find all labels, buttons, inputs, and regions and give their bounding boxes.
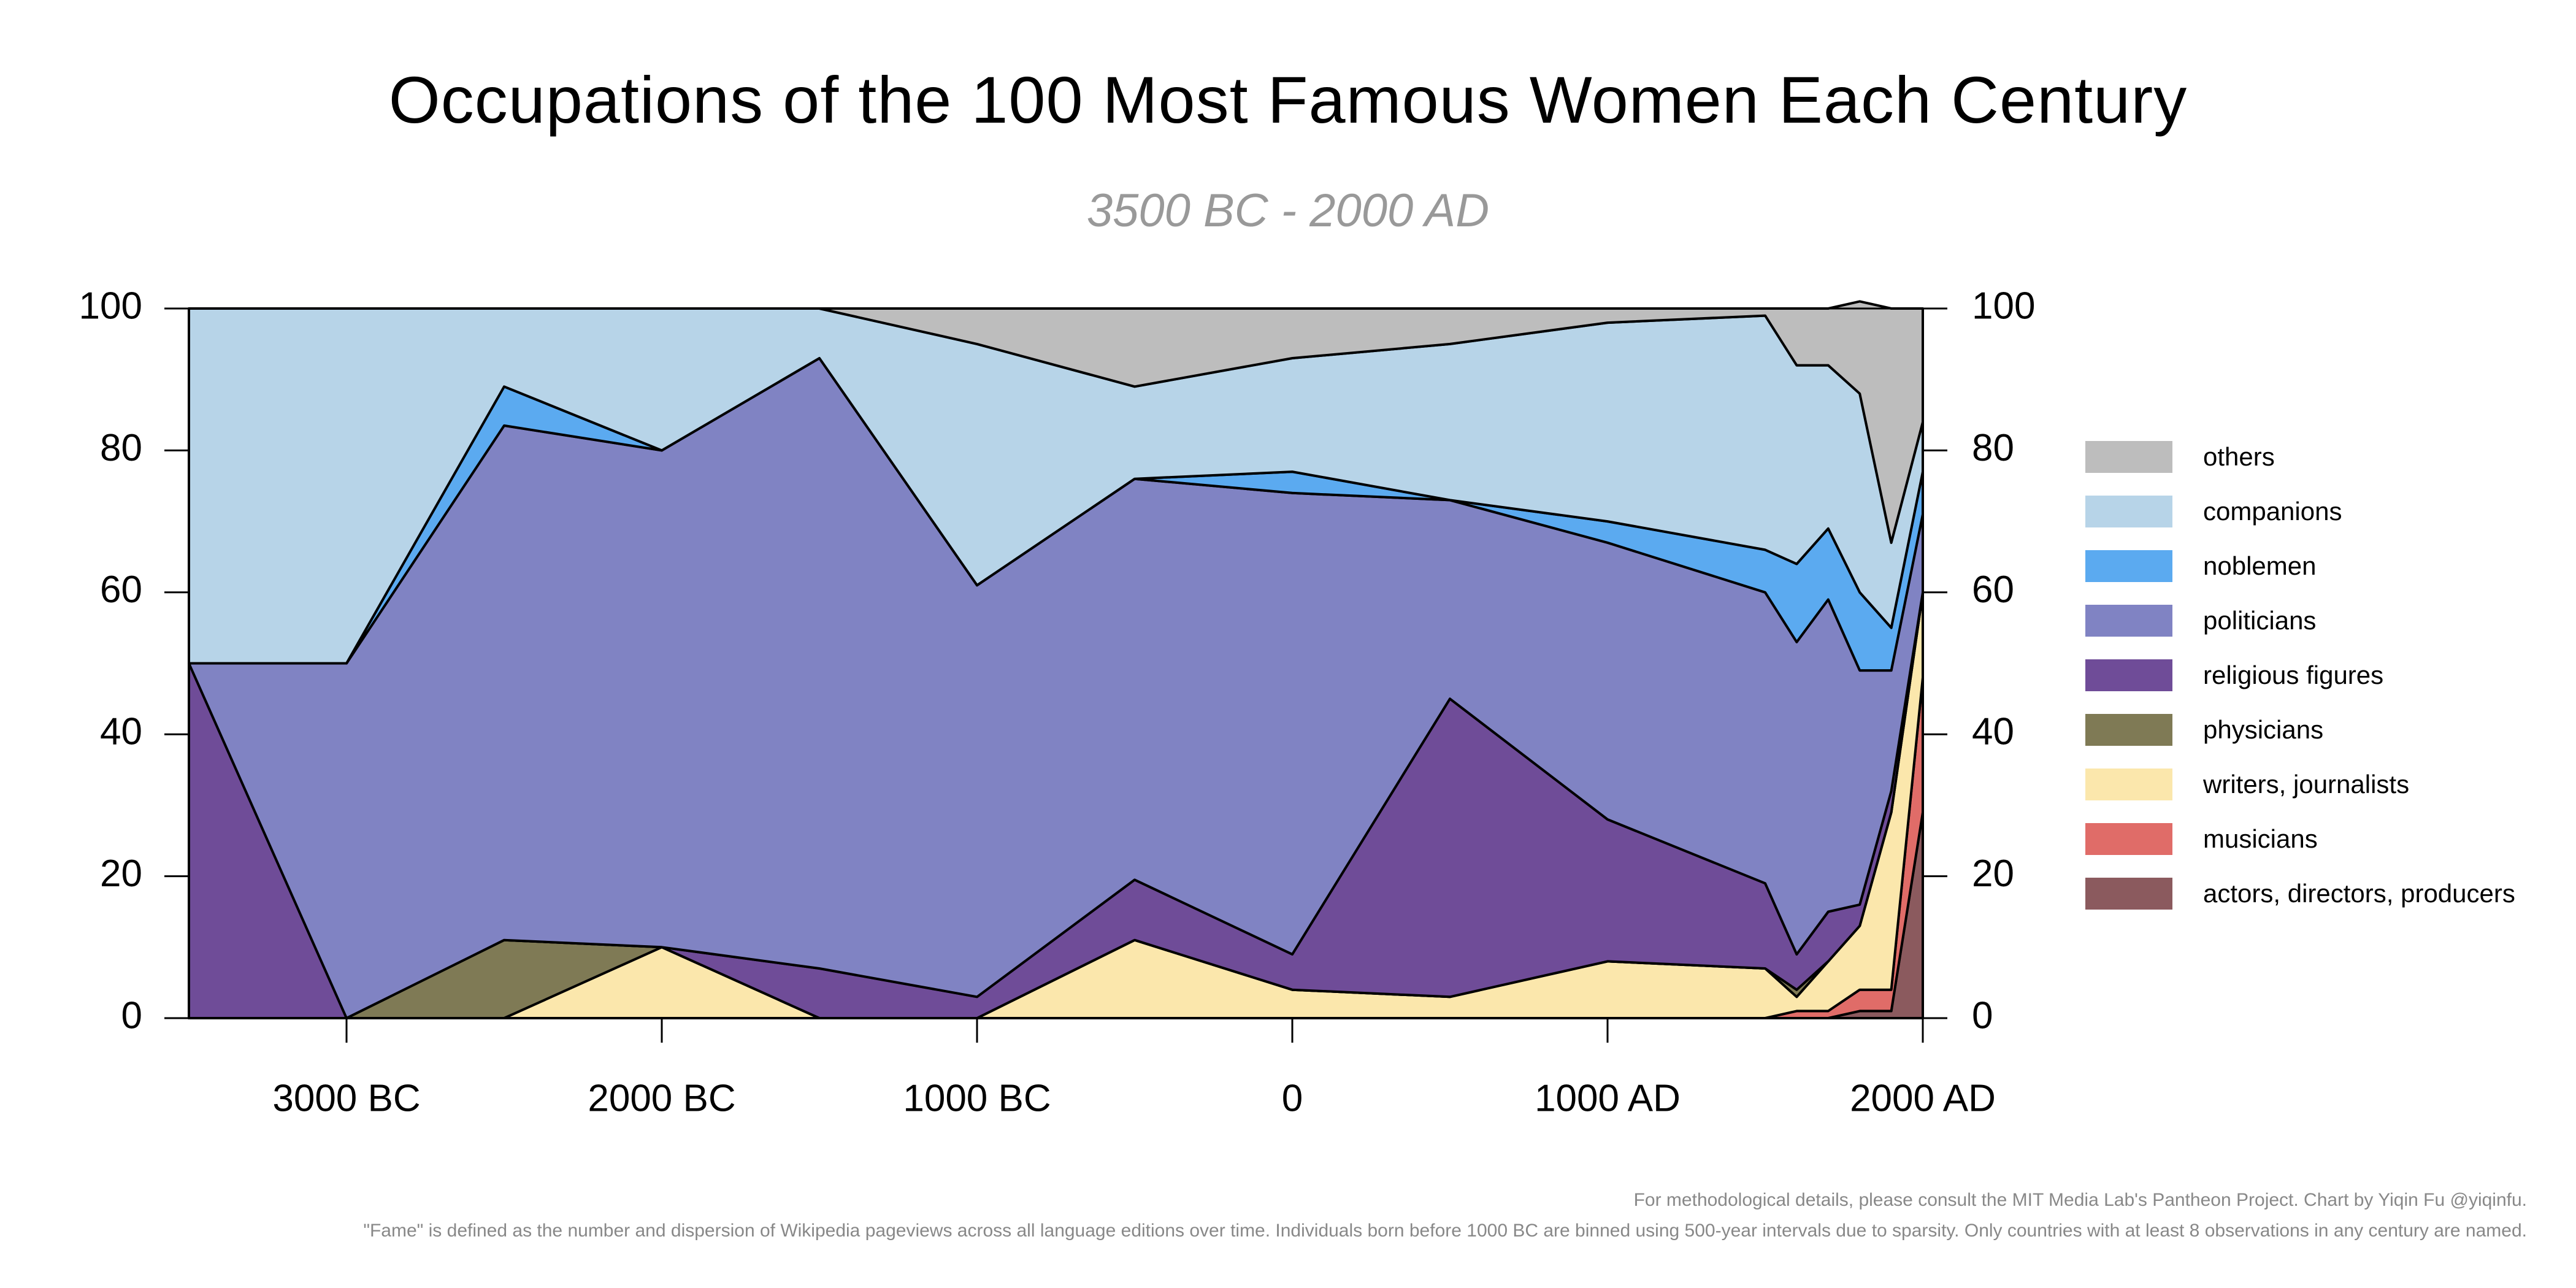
chart-subtitle: 3500 BC - 2000 AD xyxy=(1086,185,1490,237)
footnote-fame-definition: "Fame" is defined as the number and disp… xyxy=(363,1221,2527,1241)
x-tick-label: 2000 BC xyxy=(588,1077,735,1119)
y-tick-label-right: 80 xyxy=(1972,427,2014,469)
legend-swatch xyxy=(2085,659,2172,691)
y-tick-label-right: 100 xyxy=(1972,285,2035,327)
x-tick-label: 0 xyxy=(1282,1077,1303,1119)
legend-label: companions xyxy=(2203,496,2342,526)
legend-label: actors, directors, producers xyxy=(2203,878,2515,908)
legend-item-actors-directors-producers: actors, directors, producers xyxy=(2085,866,2515,921)
legend-swatch xyxy=(2085,604,2172,637)
legend-label: musicians xyxy=(2203,824,2318,853)
legend-label: politicians xyxy=(2203,605,2317,635)
legend-item-noblemen: noblemen xyxy=(2085,539,2515,593)
y-tick-label-left: 60 xyxy=(100,569,142,611)
legend-swatch xyxy=(2085,877,2172,910)
x-tick-label: 1000 AD xyxy=(1535,1077,1681,1119)
area-layers xyxy=(188,300,1924,1019)
x-tick-label: 3000 BC xyxy=(272,1077,420,1119)
legend-label: physicians xyxy=(2203,715,2324,744)
legend-swatch xyxy=(2085,713,2172,746)
legend-swatch xyxy=(2085,768,2172,800)
legend-label: religious figures xyxy=(2203,660,2384,689)
y-tick-label-left: 20 xyxy=(100,853,142,895)
y-tick-label-left: 100 xyxy=(79,285,142,327)
legend-swatch xyxy=(2085,550,2172,582)
legend-swatch xyxy=(2085,440,2172,473)
legend-label: noblemen xyxy=(2203,551,2317,580)
legend-item-musicians: musicians xyxy=(2085,811,2515,866)
y-tick-label-right: 60 xyxy=(1972,569,2014,611)
legend-label: others xyxy=(2203,442,2275,471)
legend-item-physicians: physicians xyxy=(2085,702,2515,757)
legend-item-politicians: politicians xyxy=(2085,593,2515,648)
y-tick-label-right: 0 xyxy=(1972,994,1993,1037)
legend: others companions noblemen politicians relig… xyxy=(2085,429,2515,921)
legend-item-companions: companions xyxy=(2085,484,2515,539)
legend-label: writers, journalists xyxy=(2203,769,2410,799)
x-tick-label: 2000 AD xyxy=(1850,1077,1996,1119)
legend-item-others: others xyxy=(2085,429,2515,484)
chart-title: Occupations of the 100 Most Famous Women… xyxy=(388,63,2188,137)
legend-item-religious-figures: religious figures xyxy=(2085,648,2515,702)
axes: 0 0 20 20 40 40 60 60 80 80 100 100 3000 BC 2000 BC 10… xyxy=(79,285,2036,1119)
legend-swatch xyxy=(2085,822,2172,855)
y-tick-label-left: 0 xyxy=(121,994,142,1037)
y-tick-label-right: 20 xyxy=(1972,853,2014,895)
y-tick-label-left: 80 xyxy=(100,427,142,469)
x-tick-label: 1000 BC xyxy=(903,1077,1051,1119)
footnote-methodology: For methodological details, please consu… xyxy=(1633,1190,2527,1210)
legend-swatch xyxy=(2085,495,2172,527)
legend-item-writers-journalists: writers, journalists xyxy=(2085,757,2515,811)
y-tick-label-right: 40 xyxy=(1972,711,2014,753)
y-tick-label-left: 40 xyxy=(100,711,142,753)
